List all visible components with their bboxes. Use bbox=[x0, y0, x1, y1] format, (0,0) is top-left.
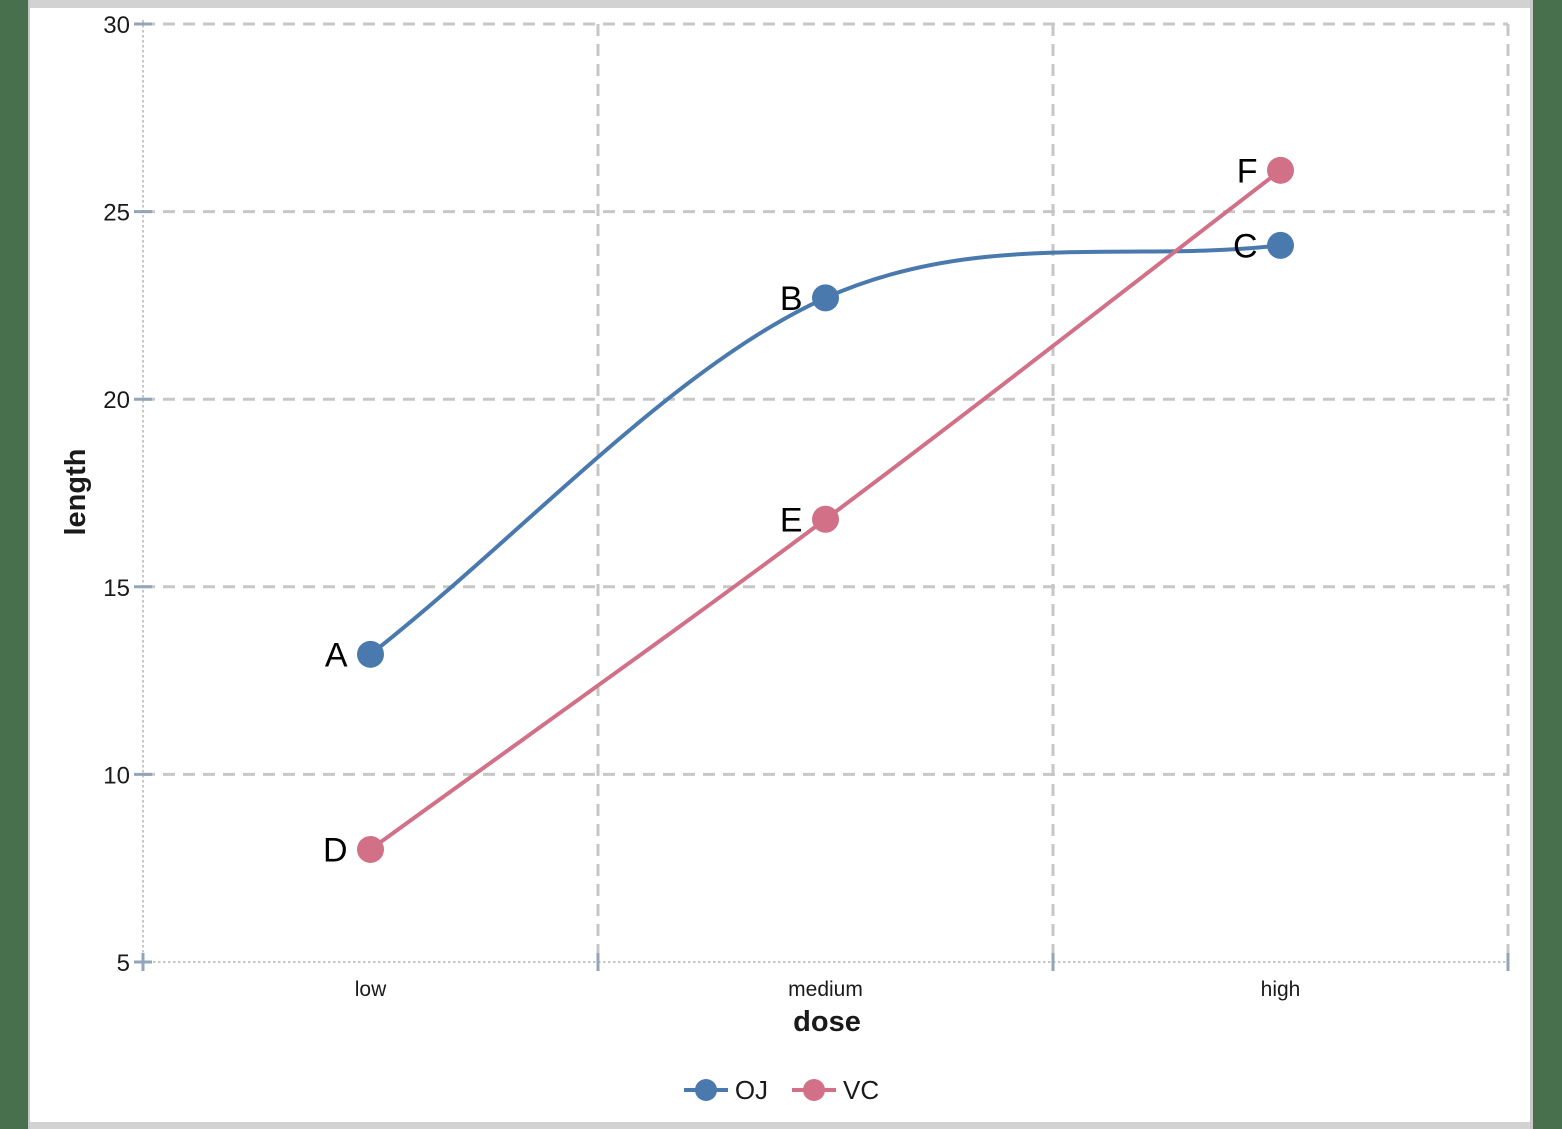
point-marker-OJ-medium bbox=[812, 284, 839, 312]
point-label-A: A bbox=[325, 636, 348, 674]
point-marker-OJ-high bbox=[1267, 231, 1294, 259]
x-tick-label-high: high bbox=[1261, 978, 1301, 1001]
chart-legend: OJ VC bbox=[28, 1072, 1533, 1108]
y-tick-label-15: 15 bbox=[103, 575, 130, 602]
point-label-D: D bbox=[323, 831, 348, 869]
point-label-C: C bbox=[1233, 227, 1258, 265]
y-tick-label-30: 30 bbox=[103, 12, 130, 39]
legend-marker-vc-icon bbox=[792, 1079, 837, 1101]
y-tick-label-5: 5 bbox=[117, 950, 130, 977]
legend-marker-oj-icon bbox=[683, 1079, 728, 1101]
point-marker-VC-medium bbox=[812, 505, 839, 533]
legend-label-oj: OJ bbox=[734, 1074, 769, 1105]
plot-canvas bbox=[28, 0, 1533, 1129]
x-tick-label-low: low bbox=[355, 978, 387, 1001]
top-frame-strip bbox=[30, 0, 1530, 8]
y-axis-title: length bbox=[60, 448, 92, 536]
point-marker-VC-low bbox=[357, 835, 384, 863]
point-marker-OJ-low bbox=[357, 640, 384, 668]
point-label-B: B bbox=[780, 280, 803, 318]
x-tick-label-medium: medium bbox=[788, 978, 863, 1001]
y-tick-label-25: 25 bbox=[103, 200, 130, 227]
point-label-E: E bbox=[780, 501, 803, 539]
right-background-band bbox=[1533, 0, 1562, 1129]
point-label-F: F bbox=[1237, 152, 1258, 190]
y-tick-label-10: 10 bbox=[103, 762, 130, 789]
left-background-band bbox=[0, 0, 28, 1129]
legend-label-vc: VC bbox=[843, 1074, 880, 1105]
bottom-frame-strip bbox=[30, 1122, 1530, 1129]
point-marker-VC-high bbox=[1267, 156, 1294, 184]
x-axis-title: dose bbox=[793, 1006, 861, 1038]
legend-item-vc: VC bbox=[790, 1075, 879, 1106]
y-tick-label-20: 20 bbox=[103, 387, 130, 414]
legend-item-oj: OJ bbox=[682, 1075, 768, 1106]
